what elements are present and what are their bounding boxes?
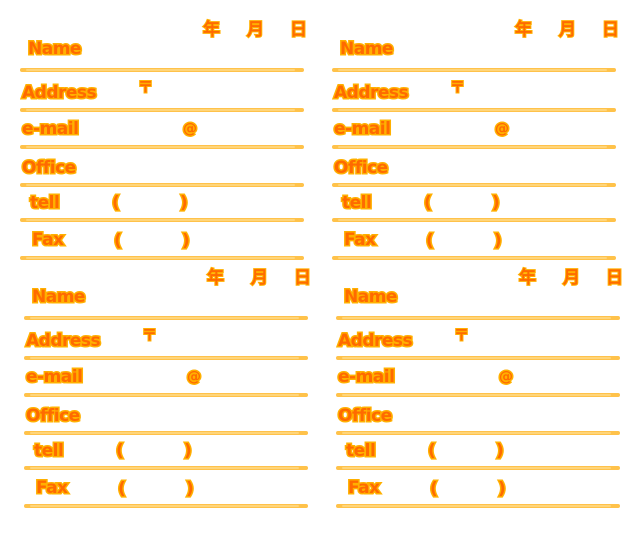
name-rule-line <box>332 68 616 72</box>
address-label: Address <box>332 82 410 105</box>
tel-paren-open: ( <box>422 192 433 215</box>
date-day-label: 日 <box>293 267 312 289</box>
tel-rule-line <box>24 466 308 470</box>
date-year-label: 年 <box>202 19 221 41</box>
at-mark: @ <box>494 120 511 139</box>
email-rule-line <box>20 145 304 149</box>
office-rule-line <box>20 183 304 187</box>
address-rule-line <box>24 356 308 360</box>
address-label: Address <box>20 82 98 105</box>
date-year-label: 年 <box>518 267 537 289</box>
email-rule-line <box>24 393 308 397</box>
date-day-label: 日 <box>289 19 308 41</box>
email-label: e-mail <box>336 366 396 389</box>
tel-label: tell <box>32 440 65 463</box>
tel-rule-line <box>332 218 616 222</box>
address-label: Address <box>336 330 414 353</box>
tel-paren-close: ) <box>178 192 189 215</box>
name-rule-line <box>24 316 308 320</box>
email-rule-line <box>336 393 620 397</box>
date-month-label: 月 <box>562 267 581 289</box>
fax-paren-open: ( <box>112 230 123 253</box>
date-year-label: 年 <box>206 267 225 289</box>
email-label: e-mail <box>24 366 84 389</box>
fax-paren-close: ) <box>496 478 507 501</box>
tel-paren-close: ) <box>494 440 505 463</box>
tel-rule-line <box>20 218 304 222</box>
fax-paren-open: ( <box>428 478 439 501</box>
fax-rule-line <box>336 504 620 508</box>
address-rule-line <box>332 108 616 112</box>
fax-label: Fax <box>347 477 382 500</box>
fax-paren-open: ( <box>424 230 435 253</box>
date-month-label: 月 <box>246 19 265 41</box>
address-rule-line <box>20 108 304 112</box>
address-label: Address <box>24 330 102 353</box>
tel-paren-open: ( <box>114 440 125 463</box>
name-rule-line <box>336 316 620 320</box>
date-month-label: 月 <box>558 19 577 41</box>
at-mark: @ <box>182 120 199 139</box>
office-label: Office <box>333 157 390 180</box>
postal-mark: 〒 <box>141 325 158 345</box>
tel-rule-line <box>336 466 620 470</box>
date-day-label: 日 <box>601 19 620 41</box>
fax-label: Fax <box>343 229 378 252</box>
name-label: Name <box>339 38 395 61</box>
postal-mark: 〒 <box>449 77 466 97</box>
fax-paren-open: ( <box>116 478 127 501</box>
tel-paren-open: ( <box>426 440 437 463</box>
contact-card: 年 月 日 Name Address 〒 e-mail @ Office tel… <box>332 19 632 270</box>
office-label: Office <box>337 405 394 428</box>
date-day-label: 日 <box>605 267 624 289</box>
postal-mark: 〒 <box>453 325 470 345</box>
name-label: Name <box>343 286 399 309</box>
tel-label: tell <box>344 440 377 463</box>
office-label: Office <box>21 157 78 180</box>
fax-paren-close: ) <box>184 478 195 501</box>
fax-rule-line <box>24 504 308 508</box>
fax-rule-line <box>332 256 616 260</box>
name-rule-line <box>20 68 304 72</box>
fax-paren-close: ) <box>180 230 191 253</box>
name-label: Name <box>31 286 87 309</box>
tel-paren-open: ( <box>110 192 121 215</box>
date-year-label: 年 <box>514 19 533 41</box>
fax-rule-line <box>20 256 304 260</box>
tel-label: tell <box>340 192 373 215</box>
email-label: e-mail <box>332 118 392 141</box>
postal-mark: 〒 <box>137 77 154 97</box>
address-rule-line <box>336 356 620 360</box>
name-label: Name <box>27 38 83 61</box>
office-label: Office <box>25 405 82 428</box>
date-month-label: 月 <box>250 267 269 289</box>
at-mark: @ <box>186 368 203 387</box>
email-label: e-mail <box>20 118 80 141</box>
fax-paren-close: ) <box>492 230 503 253</box>
at-mark: @ <box>498 368 515 387</box>
contact-card: 年 月 日 Name Address 〒 e-mail @ Office tel… <box>24 267 324 518</box>
tel-label: tell <box>28 192 61 215</box>
contact-card: 年 月 日 Name Address 〒 e-mail @ Office tel… <box>20 19 320 270</box>
fax-label: Fax <box>35 477 70 500</box>
tel-paren-close: ) <box>182 440 193 463</box>
tel-paren-close: ) <box>490 192 501 215</box>
fax-label: Fax <box>31 229 66 252</box>
office-rule-line <box>336 431 620 435</box>
email-rule-line <box>332 145 616 149</box>
office-rule-line <box>24 431 308 435</box>
contact-card: 年 月 日 Name Address 〒 e-mail @ Office tel… <box>336 267 636 518</box>
office-rule-line <box>332 183 616 187</box>
